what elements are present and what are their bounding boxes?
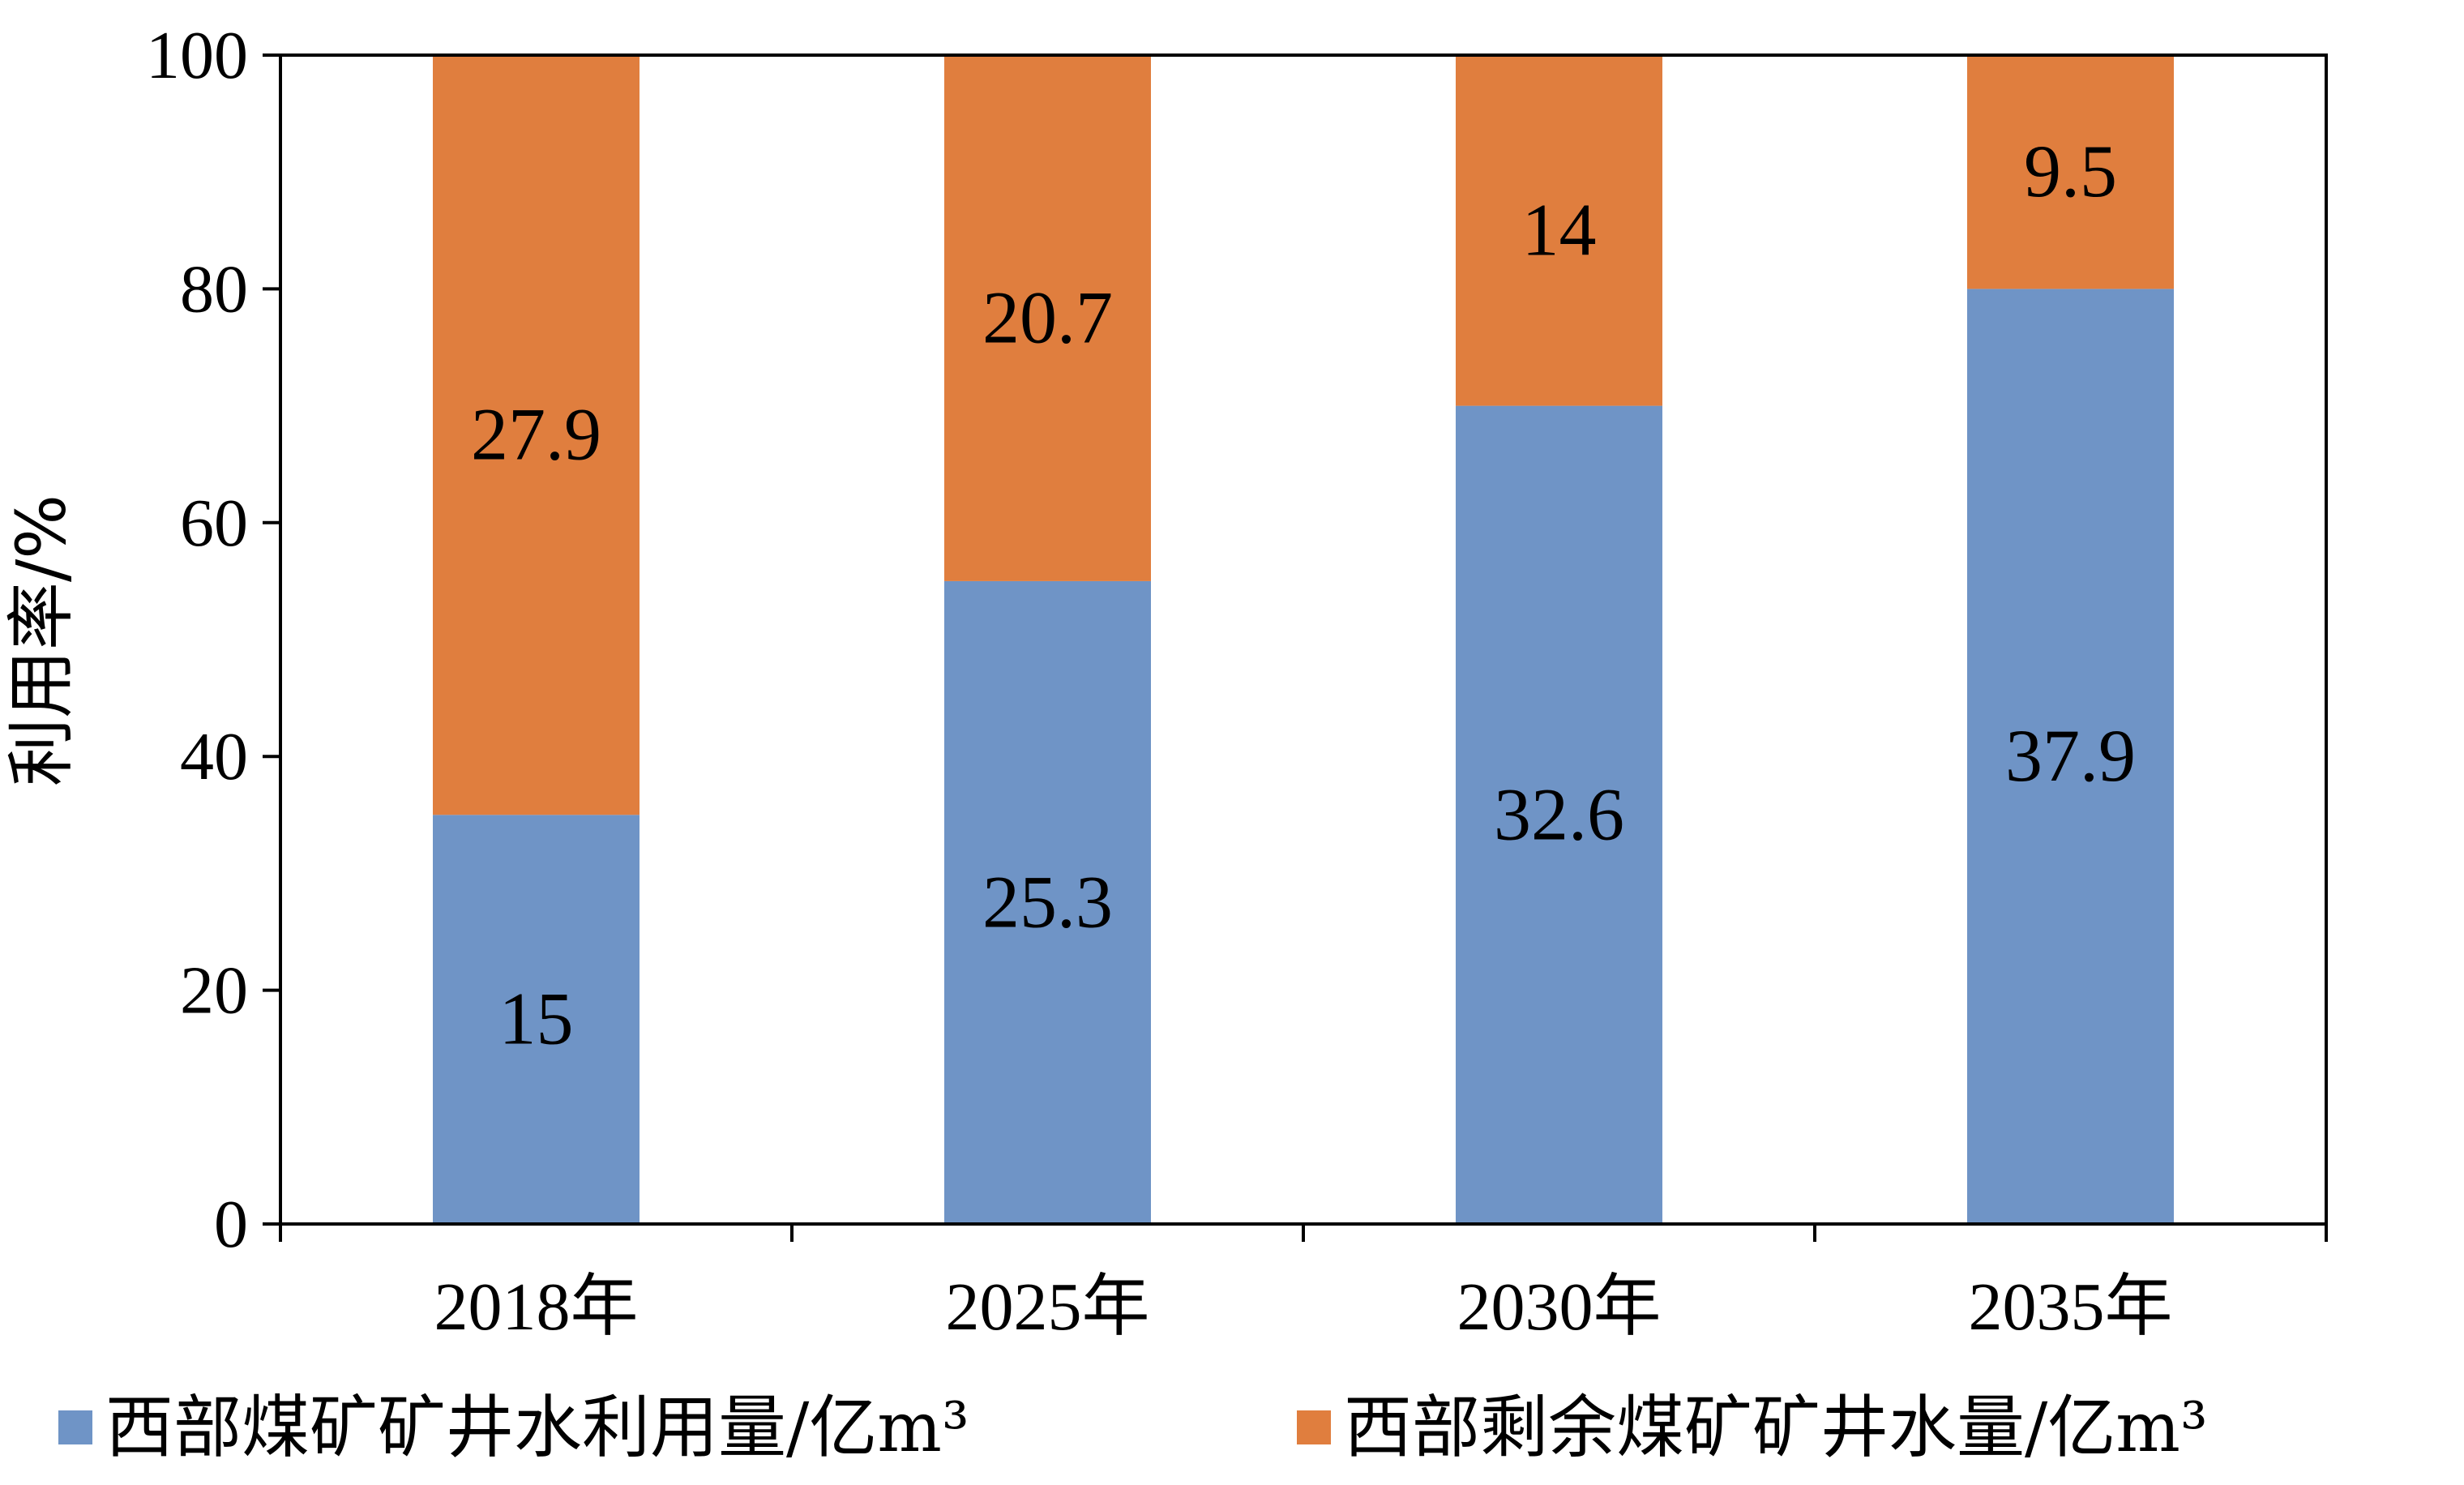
plot-frame bbox=[279, 53, 2328, 1226]
data-label-utilized-2: 32.6 bbox=[1494, 772, 1624, 855]
y-axis-label: 利用率/% bbox=[2, 494, 81, 786]
bar-utilized-0 bbox=[433, 815, 640, 1224]
x-tick-label: 2035年 bbox=[1968, 1269, 2172, 1345]
data-label-remaining-3: 9.5 bbox=[2024, 130, 2117, 212]
data-label-utilized-3: 37.9 bbox=[2005, 714, 2136, 797]
data-label-remaining-0: 27.9 bbox=[471, 393, 601, 476]
y-tick-label: 80 bbox=[180, 251, 248, 327]
x-ticks-group: 2018年 2025年 2030年 2035年 bbox=[279, 1224, 2328, 1345]
bar-remaining-1 bbox=[944, 55, 1151, 581]
bar-utilized-1 bbox=[944, 580, 1151, 1224]
y-tick-label: 40 bbox=[180, 719, 248, 794]
data-label-remaining-2: 14 bbox=[1522, 188, 1597, 271]
y-tick-label: 0 bbox=[214, 1187, 248, 1262]
x-tick-label: 2030年 bbox=[1457, 1269, 1661, 1345]
legend-label: 西部煤矿矿井水利用量/亿m³ bbox=[105, 1388, 969, 1467]
data-label-utilized-0: 15 bbox=[499, 978, 574, 1060]
y-tick-label: 20 bbox=[180, 953, 248, 1029]
x-tick-label: 2025年 bbox=[945, 1269, 1149, 1345]
y-ticks-group: 0 20 40 60 80 100 bbox=[146, 18, 280, 1262]
data-label-remaining-1: 20.7 bbox=[982, 276, 1113, 358]
y-tick-label: 100 bbox=[146, 18, 248, 93]
y-tick-label: 60 bbox=[180, 486, 248, 561]
bar-utilized-3 bbox=[1967, 289, 2174, 1224]
bar-remaining-2 bbox=[1456, 55, 1662, 406]
data-label-utilized-1: 25.3 bbox=[982, 860, 1113, 943]
bar-remaining-0 bbox=[433, 55, 640, 815]
bar-remaining-3 bbox=[1967, 55, 2174, 289]
bars-group: 15 27.9 25.3 20.7 32.6 14 37.9 9.5 bbox=[433, 55, 2174, 1225]
legend: 西部煤矿矿井水利用量/亿m³ 西部剩余煤矿矿井水量/亿m³ bbox=[58, 1388, 2208, 1467]
legend-label: 西部剩余煤矿矿井水量/亿m³ bbox=[1344, 1388, 2208, 1467]
legend-swatch bbox=[1297, 1410, 1331, 1444]
bar-utilized-2 bbox=[1456, 405, 1662, 1225]
legend-swatch bbox=[58, 1410, 92, 1444]
x-tick-label: 2018年 bbox=[434, 1269, 638, 1345]
